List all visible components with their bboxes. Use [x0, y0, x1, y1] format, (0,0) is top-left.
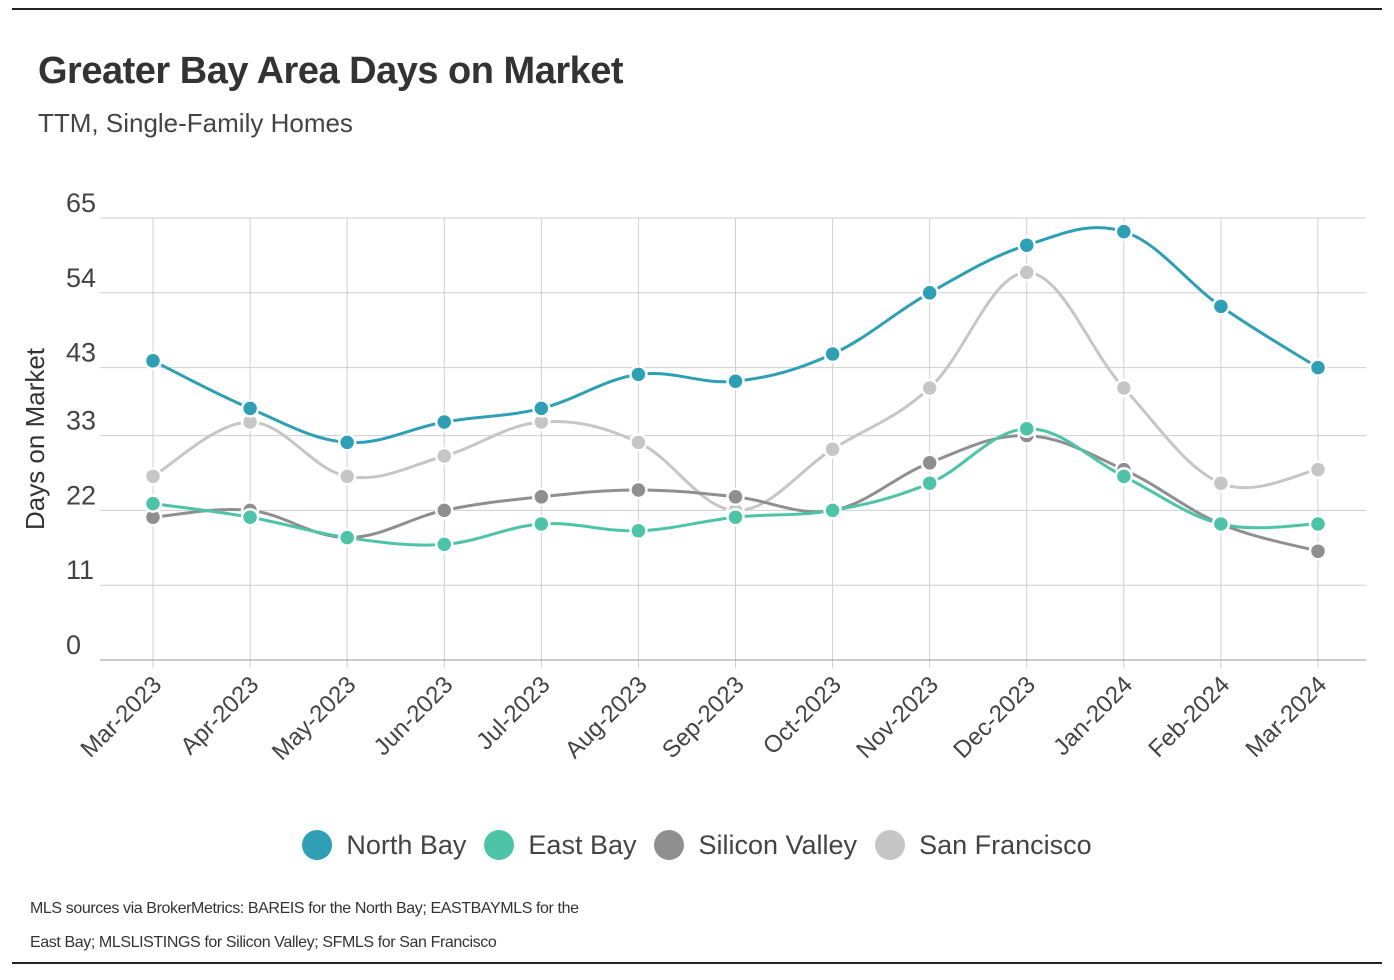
y-axis-label: Days on Market — [20, 347, 50, 530]
data-point-north-bay — [532, 399, 551, 418]
data-point-east-bay — [726, 507, 745, 527]
data-point-north-bay — [823, 344, 842, 364]
y-tick-label: 33 — [66, 406, 96, 436]
data-point-north-bay — [240, 399, 260, 418]
y-tick-label: 11 — [66, 555, 94, 585]
y-tick-label: 54 — [66, 263, 96, 293]
data-point-silicon-valley — [532, 487, 551, 507]
legend-swatch — [654, 830, 685, 860]
legend-label: San Francisco — [919, 829, 1092, 860]
data-point-silicon-valley — [726, 487, 745, 507]
data-point-east-bay — [337, 528, 357, 547]
data-point-north-bay — [435, 412, 454, 432]
series-north-bay — [143, 222, 1328, 452]
legend-label: East Bay — [528, 829, 637, 860]
data-point-san-francisco — [435, 446, 454, 466]
legend-item-east-bay: East Bay — [484, 830, 636, 861]
y-tick-label: 43 — [66, 338, 96, 368]
x-tick-label: Jul-2023 — [471, 671, 555, 755]
data-point-san-francisco — [629, 433, 648, 452]
data-point-north-bay — [1017, 235, 1036, 255]
data-point-east-bay — [240, 507, 260, 527]
data-point-north-bay — [1211, 297, 1231, 316]
data-point-san-francisco — [143, 467, 163, 486]
legend-label: North Bay — [346, 829, 467, 860]
legend-item-silicon-valley: Silicon Valley — [654, 830, 857, 861]
chart-title: Greater Bay Area Days on Market — [38, 50, 624, 92]
data-point-san-francisco — [823, 439, 842, 459]
legend-swatch — [302, 830, 333, 860]
data-point-san-francisco — [337, 467, 357, 486]
data-point-silicon-valley — [629, 480, 648, 500]
y-tick-label: 22 — [66, 480, 96, 510]
source-note: MLS sources via BrokerMetrics: BAREIS fo… — [30, 900, 579, 951]
data-point-north-bay — [143, 351, 163, 371]
data-point-san-francisco — [1308, 460, 1328, 479]
y-tick-label: 0 — [66, 630, 81, 660]
chart-subtitle: TTM, Single-Family Homes — [38, 108, 353, 138]
x-tick-label: Feb-2024 — [1143, 671, 1235, 763]
x-tick-label: Jan-2024 — [1048, 671, 1138, 761]
legend-swatch — [484, 830, 515, 860]
data-point-east-bay — [920, 473, 939, 493]
x-tick-label: Apr-2023 — [175, 671, 264, 760]
chart-legend: North Bay East Bay Silicon Valley San Franc… — [0, 822, 1394, 868]
data-point-north-bay — [726, 371, 745, 391]
data-point-silicon-valley — [1308, 541, 1328, 561]
legend-item-san-francisco: San Francisco — [875, 830, 1092, 861]
line-chart: 0 11 22 33 43 54 65 Days on Market Mar-2023 Apr-2… — [20, 188, 1366, 766]
grid-lines — [100, 217, 1366, 668]
legend-label: Silicon Valley — [698, 829, 858, 860]
data-point-san-francisco — [920, 378, 939, 398]
data-point-san-francisco — [1211, 473, 1231, 493]
legend-swatch — [875, 830, 906, 860]
data-point-north-bay — [629, 365, 648, 384]
data-point-silicon-valley — [920, 453, 939, 473]
data-point-east-bay — [532, 514, 551, 534]
legend-item-north-bay: North Bay — [302, 830, 466, 861]
bottom-rule — [12, 962, 1382, 964]
top-rule — [12, 8, 1382, 10]
data-point-east-bay — [1114, 467, 1134, 486]
x-tick-label: Sep-2023 — [657, 671, 750, 764]
data-point-east-bay — [823, 501, 842, 520]
x-tick-label: Mar-2024 — [1241, 671, 1333, 763]
y-tick-label: 65 — [66, 188, 96, 218]
data-point-san-francisco — [1114, 378, 1134, 398]
data-point-east-bay — [1017, 419, 1036, 439]
x-tick-label: Dec-2023 — [948, 671, 1041, 764]
x-tick-label: Mar-2023 — [76, 671, 168, 763]
data-point-north-bay — [920, 283, 939, 303]
data-point-east-bay — [143, 494, 163, 513]
data-point-north-bay — [337, 433, 357, 452]
data-point-east-bay — [629, 521, 648, 541]
data-point-silicon-valley — [435, 501, 454, 520]
x-tick-label: Oct-2023 — [758, 671, 847, 760]
data-point-east-bay — [1211, 514, 1231, 534]
data-point-north-bay — [1308, 358, 1328, 377]
data-point-east-bay — [435, 535, 454, 554]
x-tick-label: Aug-2023 — [560, 671, 653, 764]
data-point-san-francisco — [1017, 263, 1036, 282]
data-point-north-bay — [1114, 222, 1134, 241]
x-tick-label: May-2023 — [267, 671, 362, 766]
x-tick-label: Jun-2023 — [369, 671, 459, 761]
x-tick-label: Nov-2023 — [851, 671, 944, 764]
data-point-east-bay — [1308, 514, 1328, 534]
series-east-bay — [143, 419, 1328, 554]
